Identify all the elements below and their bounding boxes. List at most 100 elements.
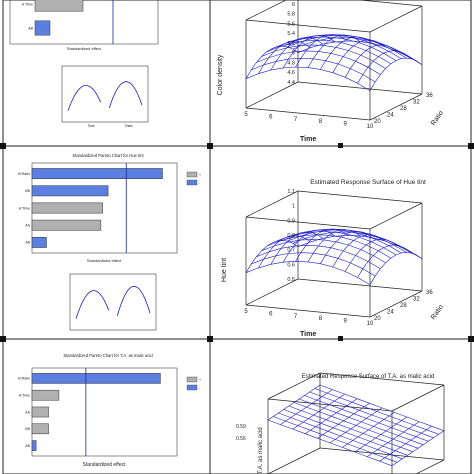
- pareto-3-category-1: A:Time: [19, 394, 30, 398]
- pareto-1-category-2: AB: [28, 26, 33, 30]
- pareto-2-legend-minus: -: [199, 181, 201, 185]
- pareto-1-bar-2: [34, 20, 51, 36]
- surface-2-mesh-u-8: [344, 238, 398, 272]
- pareto-3-bar-0: [31, 373, 161, 384]
- pareto-2-bar-2: [31, 202, 103, 214]
- surface-2-title: Estimated Response Surface of Hue tint: [310, 179, 426, 186]
- surface-3-mesh-u-9: [379, 425, 432, 462]
- pareto-3-bar-4: [31, 440, 37, 451]
- pareto-2-xlabel: Standardized effect: [87, 258, 122, 263]
- surface-3-box-top-1: [391, 384, 445, 412]
- pareto-2-category-2: A:Time: [19, 206, 30, 210]
- surface-1-mesh-u-8: [344, 44, 398, 78]
- surface-3-mesh-v-10: [319, 384, 445, 432]
- pareto-2-category-1: BB: [25, 189, 30, 193]
- surface-2-xtick-1: 6: [269, 311, 273, 317]
- pareto-2-bar-3: [31, 219, 102, 231]
- surface-1-box-top-0: [245, 19, 371, 33]
- pareto-2-bar-0: [31, 168, 163, 180]
- pareto-3-category-3: BB: [25, 427, 30, 431]
- surface-1-ylabel: Ratio: [430, 110, 445, 127]
- pareto-3-legend-minus: -: [199, 386, 201, 390]
- surface-1-mesh-v-7: [282, 34, 407, 59]
- surface-3-box-top-2: [319, 372, 445, 386]
- effects-2-line-b: [116, 285, 151, 317]
- surface-2-ztick-6: 1.1: [287, 189, 295, 195]
- effects-1-line-b: [108, 81, 143, 109]
- surface-2-box-top-3: [245, 190, 299, 218]
- surface-3-box: [267, 372, 445, 474]
- surface-1-box-top-2: [356, 0, 423, 7]
- pareto-1: A:Time AB Standardized effect: [9, 0, 159, 51]
- surface-2-mesh-u-4: [295, 228, 348, 262]
- surface-2-box: [245, 190, 423, 318]
- pareto-3-legend-plus: +: [199, 378, 201, 382]
- surface-2-mesh-v-5: [271, 231, 397, 256]
- surface-2-mesh-u-1: [258, 235, 311, 269]
- effects-1: Time Ratio: [61, 65, 149, 128]
- pareto-1-labels: A:Time AB: [22, 2, 34, 30]
- pareto-3: Standardized Pareto Chart for T.A. as ma…: [18, 353, 201, 468]
- pareto-3-legend: + -: [186, 376, 201, 391]
- surface-3-mesh-u-10: [391, 430, 445, 467]
- surface-1-ytick-1: 24: [387, 113, 394, 119]
- pareto-2-bar-1: [31, 185, 109, 197]
- surface-2-ztick-5: 1: [292, 204, 295, 210]
- surface-1-ztick-5: 5.4: [287, 31, 295, 37]
- surface-1-xtick-3: 8: [319, 119, 323, 125]
- pareto-2-bar-4: [31, 236, 47, 248]
- surface-1-xlabel: Time: [300, 136, 316, 143]
- surface-2-mesh-v-6: [277, 229, 402, 254]
- surface-1-ytick-4: 36: [426, 93, 433, 99]
- surface-2-box-bottom-0: [245, 304, 371, 318]
- surface-3-ztick-0: 0.59: [236, 424, 246, 430]
- surface-1-box-bottom-2: [297, 81, 423, 95]
- surface-1-ztick-2: 4.8: [287, 60, 295, 66]
- surface-1-xtick-5: 10: [367, 124, 374, 130]
- surface-2-box-top-2: [297, 190, 423, 204]
- surface-2-mesh-v-0: [245, 260, 371, 285]
- pareto-2-legend-plus: +: [199, 173, 201, 177]
- surface-3-box-bottom-2: [319, 447, 445, 461]
- surface-2-box-top-1: [369, 202, 423, 230]
- surface-1-box-bottom-3: [245, 81, 299, 109]
- pareto-1-xlabel: Standardized effect: [67, 46, 102, 51]
- surface-1-ztick-6: 5.6: [287, 21, 295, 27]
- effects-1-frame: [61, 65, 149, 123]
- cell-r3-right: [209, 338, 472, 474]
- surface-1-ytick-0: 20: [374, 119, 381, 125]
- surface-3-mesh-v-6: [299, 398, 424, 446]
- surface-2-mesh-v-8: [287, 229, 412, 254]
- pareto-3-title: Standardized Pareto Chart for T.A. as ma…: [63, 353, 153, 358]
- surface-1-mesh-v-9: [292, 37, 417, 62]
- pareto-3-bars: [31, 373, 161, 451]
- surface-3-mesh-v-9: [314, 388, 439, 435]
- surface-1-ztick-3: 5: [292, 51, 295, 57]
- surface-2-ztick-4: 0.9: [287, 218, 295, 224]
- surface-2-xtick-0: 5: [244, 309, 248, 315]
- surface-1-mesh-v-5: [271, 36, 397, 61]
- effects-2: [69, 273, 157, 331]
- pareto-1-bar-1: [34, 0, 84, 12]
- surface-1-box-bottom-0: [245, 107, 371, 121]
- surface-1-xtick-2: 7: [294, 117, 298, 123]
- pareto-3-category-2: AA: [25, 410, 30, 414]
- surface-2: Estimated Response Surface of Hue tint 5…: [221, 179, 445, 338]
- surface-1-box-top-1: [369, 5, 423, 33]
- surface-1-ztick-1: 4.6: [287, 70, 295, 76]
- surface-2-xtick-2: 7: [294, 314, 298, 320]
- surface-1-ztick-7: 5.8: [287, 12, 295, 18]
- surface-2-mesh-u-10: [369, 252, 423, 285]
- surface-2-box-bottom-2: [297, 278, 423, 292]
- surface-1-mesh-u-10: [369, 57, 423, 91]
- surface-3-mesh-v-8: [309, 391, 434, 439]
- pareto-3-category-0: B:Ratio: [18, 377, 30, 381]
- surface-2-mesh-v-10: [297, 234, 423, 259]
- surface-3-mesh-v-7: [304, 395, 429, 442]
- surface-2-xtick-3: 8: [319, 316, 323, 322]
- cell-r1-left: [2, 0, 211, 147]
- pareto-2-category-4: AB: [25, 241, 30, 245]
